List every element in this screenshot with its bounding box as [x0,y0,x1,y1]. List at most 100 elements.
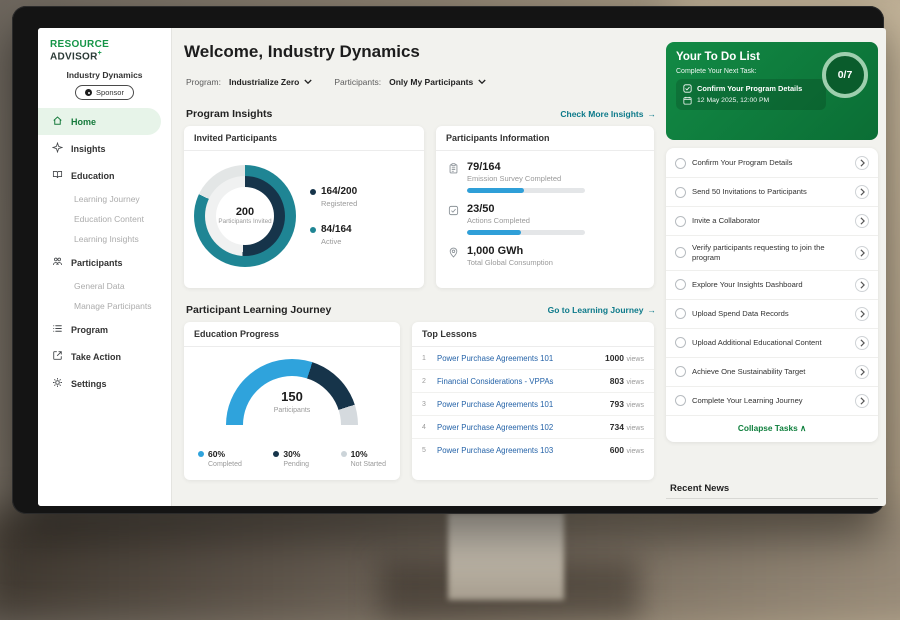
chevron-right-icon [859,217,865,225]
sidebar-item-manage-participants[interactable]: Manage Participants [74,301,152,311]
chevron-up-icon: ∧ [800,422,807,433]
chevron-right-icon [859,339,865,347]
task-chevron-button[interactable] [855,214,869,228]
program-filter-label: Program: [186,77,221,87]
people-icon [52,256,63,269]
monitor-stand [448,512,564,600]
task-checkbox[interactable] [675,366,686,378]
legend-item-active: 84/164 Active [310,224,357,246]
invited-participants-card-title: Invited Participants [184,126,424,151]
task-checkbox[interactable] [675,279,686,291]
task-row[interactable]: Confirm Your Program Details [666,149,878,178]
page-title: Welcome, Industry Dynamics [184,42,420,61]
chevron-right-icon [859,368,865,376]
legend-item-completed: 60% Completed [198,449,242,468]
invited-participants-donut-chart: 200 Participants Invited [194,165,296,267]
emission-survey-progress-bar [467,188,585,193]
lesson-row: 4 Power Purchase Agreements 102 734 view… [412,416,654,439]
sponsor-badge[interactable]: Sponsor [75,85,134,101]
app-logo: RESOURCE ADVISOR+ [38,28,171,66]
chevron-right-icon [859,397,865,405]
task-row[interactable]: Verify participants requesting to join t… [666,236,878,271]
lesson-link[interactable]: Financial Considerations - VPPAs [437,376,554,386]
arrow-right-icon: → [647,305,657,315]
sidebar-item-insights[interactable]: Insights [38,135,171,162]
participants-select[interactable]: Only My Participants [389,77,486,87]
actions-completed-progress-bar [467,230,585,235]
task-row[interactable]: Send 50 Invitations to Participants [666,178,878,207]
task-row[interactable]: Achieve One Sustainability Target [666,358,878,387]
chevron-right-icon [859,281,865,289]
sidebar-item-program[interactable]: Program [38,316,171,343]
top-lessons-card: Top Lessons 1 Power Purchase Agreements … [412,322,654,480]
logo-advisor: ADVISOR [50,51,98,63]
task-row[interactable]: Upload Spend Data Records [666,300,878,329]
task-chevron-button[interactable] [855,185,869,199]
task-checkbox[interactable] [675,247,686,259]
stat-global-consumption: 1,000 GWh Total Global Consumption [436,235,654,267]
check-square-icon [683,84,692,93]
calendar-icon [683,96,692,105]
lesson-link[interactable]: Power Purchase Agreements 103 [437,445,554,455]
check-square-icon [448,205,459,216]
todo-list-card: Your To Do List 0/7 Complete Your Next T… [666,42,878,140]
task-chevron-button[interactable] [855,364,869,379]
lesson-row: 1 Power Purchase Agreements 101 1000 vie… [412,347,654,370]
task-row[interactable]: Upload Additional Educational Content [666,329,878,358]
task-checkbox[interactable] [675,186,686,198]
next-task-chip[interactable]: Confirm Your Program Details 12 May 2025… [676,79,826,110]
go-to-learning-journey-link[interactable]: Go to Learning Journey → [547,305,657,315]
task-checkbox[interactable] [675,337,686,349]
sponsor-label: Sponsor [96,88,124,98]
task-chevron-button[interactable] [855,156,869,170]
stat-actions-completed: 23/50 Actions Completed [436,193,654,235]
task-row[interactable]: Complete Your Learning Journey [666,387,878,416]
program-select[interactable]: Industrialize Zero [229,77,312,87]
legend-item-pending: 30% Pending [273,449,309,468]
sponsor-icon [85,89,93,97]
task-chevron-button[interactable] [855,245,869,260]
sidebar-nav: Home Insights Education Learning Journey… [38,108,171,397]
todo-subtitle: Complete Your Next Task: [676,68,757,75]
monitor-bezel: RESOURCE ADVISOR+ Industry Dynamics Spon… [12,6,886,514]
learning-journey-header: Participant Learning Journey Go to Learn… [186,304,656,316]
sidebar-item-learning-insights[interactable]: Learning Insights [74,234,139,244]
task-chevron-button[interactable] [855,335,869,350]
sidebar-item-home[interactable]: Home [38,108,161,135]
sidebar: RESOURCE ADVISOR+ Industry Dynamics Spon… [38,28,172,506]
sidebar-item-education-content[interactable]: Education Content [74,214,144,224]
task-checkbox[interactable] [675,308,686,320]
program-insights-title: Program Insights [186,108,273,120]
task-row[interactable]: Explore Your Insights Dashboard [666,271,878,300]
arrow-right-icon: → [647,109,657,119]
task-row[interactable]: Invite a Collaborator [666,207,878,236]
sidebar-item-learning-journey[interactable]: Learning Journey [74,194,140,204]
sidebar-item-general-data[interactable]: General Data [74,281,125,291]
list-icon [52,323,63,336]
task-checkbox[interactable] [675,215,686,227]
stat-emission-survey: 79/164 Emission Survey Completed [436,151,654,193]
gauge-center-value: 150 [281,389,303,404]
insights-icon [51,141,64,155]
lesson-link[interactable]: Power Purchase Agreements 101 [437,353,554,363]
sidebar-item-participants[interactable]: Participants [38,249,171,276]
task-chevron-button[interactable] [855,306,869,321]
legend-dot [273,451,280,457]
lesson-link[interactable]: Power Purchase Agreements 102 [437,422,554,432]
todo-progress-ring: 0/7 [822,52,868,98]
task-checkbox[interactable] [675,157,686,169]
collapse-tasks-link[interactable]: Collapse Tasks ∧ [737,422,807,433]
sidebar-item-settings[interactable]: Settings [38,370,171,397]
check-more-insights-link[interactable]: Check More Insights → [560,109,656,119]
participants-filter-label: Participants: [334,77,382,87]
task-chevron-button[interactable] [855,277,869,292]
filters-bar: Program: Industrialize Zero Participants… [186,77,500,87]
task-chevron-button[interactable] [855,393,869,408]
sidebar-item-education[interactable]: Education [38,162,171,189]
book-icon [52,169,63,182]
todo-tasks-list: Confirm Your Program Details Send 50 Inv… [666,148,878,442]
sidebar-item-take-action[interactable]: Take Action [38,343,171,370]
gauge-center-label: Participants [273,407,311,414]
task-checkbox[interactable] [675,395,686,407]
lesson-link[interactable]: Power Purchase Agreements 101 [437,399,554,409]
